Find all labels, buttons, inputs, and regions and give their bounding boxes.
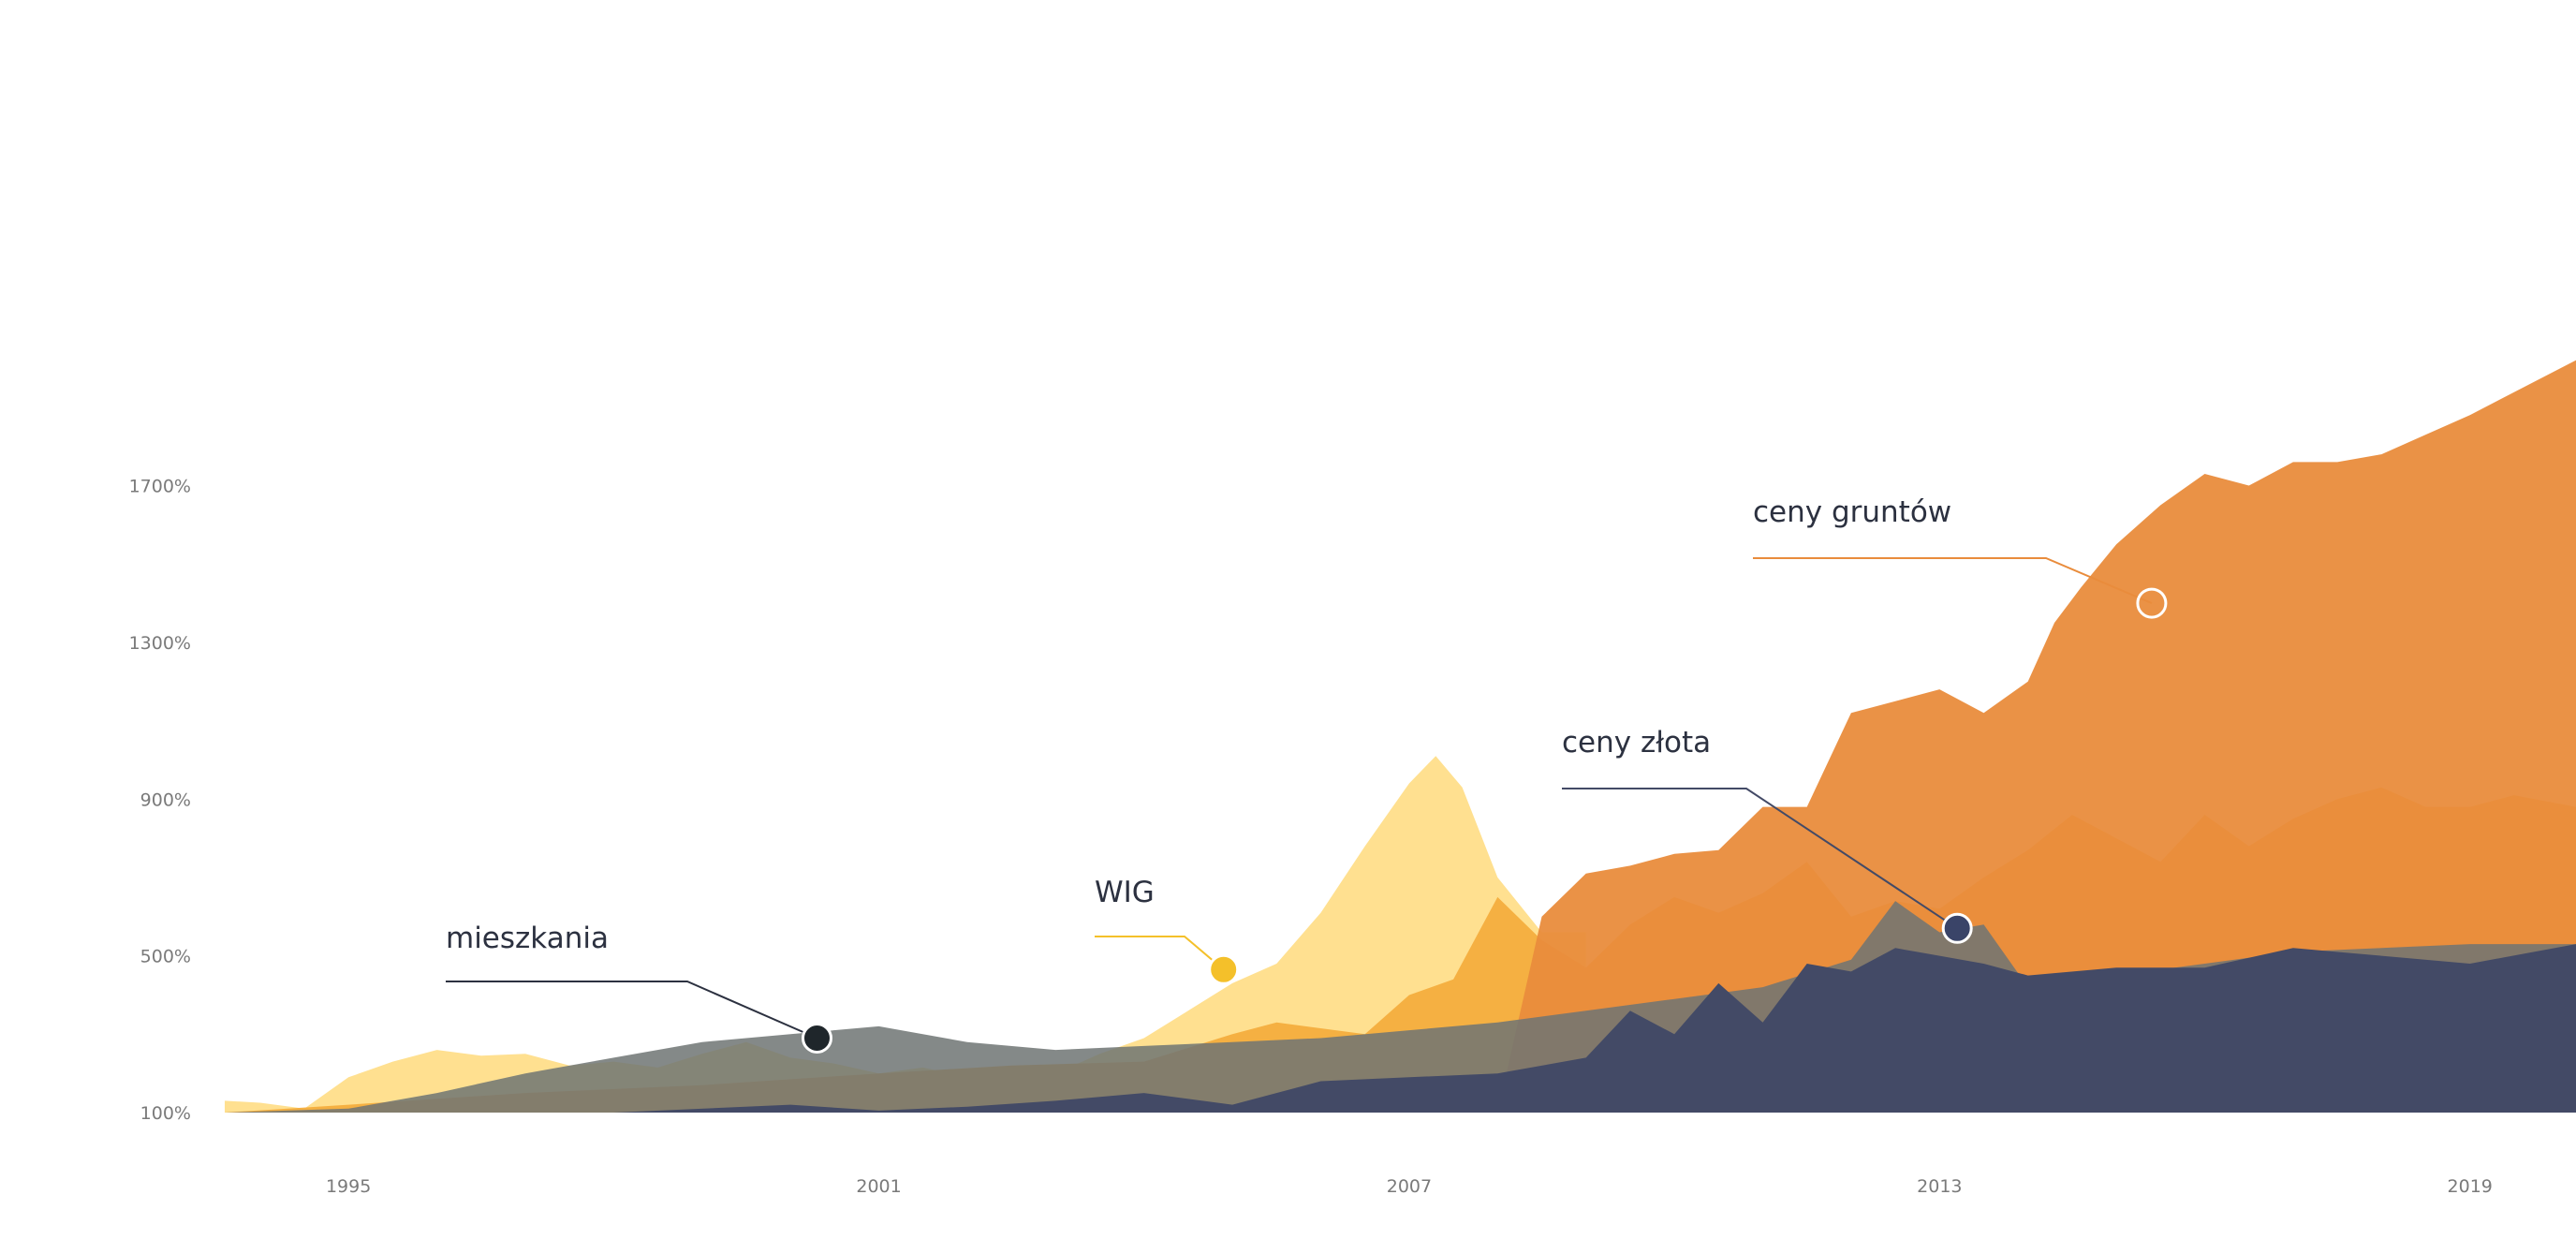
annotation-leader-line <box>1095 936 1225 971</box>
annotation-mieszkania: mieszkania <box>446 922 832 1054</box>
x-tick-label: 2007 <box>1387 1176 1432 1197</box>
y-tick-label: 500% <box>140 947 191 967</box>
x-tick-label: 1995 <box>326 1176 371 1197</box>
y-tick-label: 1300% <box>129 633 191 654</box>
y-tick-label: 900% <box>140 789 191 810</box>
annotation-marker <box>1208 953 1240 985</box>
series-label: ceny gruntów <box>1753 495 1951 529</box>
series-label: ceny złota <box>1562 726 1711 760</box>
x-tick-label: 2001 <box>856 1176 901 1197</box>
annotation-ceny-gruntów: ceny gruntów <box>1753 495 2168 619</box>
x-axis: 1995 2001 2007 2013 2019 <box>326 1176 2493 1197</box>
annotations: mieszkania WIG ceny złota ceny gruntów <box>446 495 2168 1054</box>
annotation-WIG: WIG <box>1095 876 1240 985</box>
annotation-ceny-złota: ceny złota <box>1562 726 1973 944</box>
y-tick-label: 100% <box>140 1103 191 1124</box>
x-tick-label: 2019 <box>2448 1176 2493 1197</box>
annotation-marker <box>1941 912 1973 944</box>
annotation-leader-line <box>1562 788 1958 930</box>
chart-areas <box>225 360 2576 1114</box>
area-series-WIG-0 <box>225 756 1586 1113</box>
y-axis: 100% 500% 900% 1300% 1700% <box>129 477 191 1124</box>
annotation-marker <box>2136 587 2168 619</box>
area-series-ceny-gruntów-2 <box>225 360 2576 1114</box>
x-tick-label: 2013 <box>1917 1176 1962 1197</box>
annotation-leader-line <box>1753 557 2153 605</box>
series-label: WIG <box>1095 876 1155 909</box>
annotation-marker <box>802 1023 832 1054</box>
y-tick-label: 1700% <box>129 477 191 497</box>
area-series-ceny-złota-4 <box>225 944 2576 1113</box>
annotation-leader-line <box>446 981 817 1040</box>
series-label: mieszkania <box>446 922 609 955</box>
